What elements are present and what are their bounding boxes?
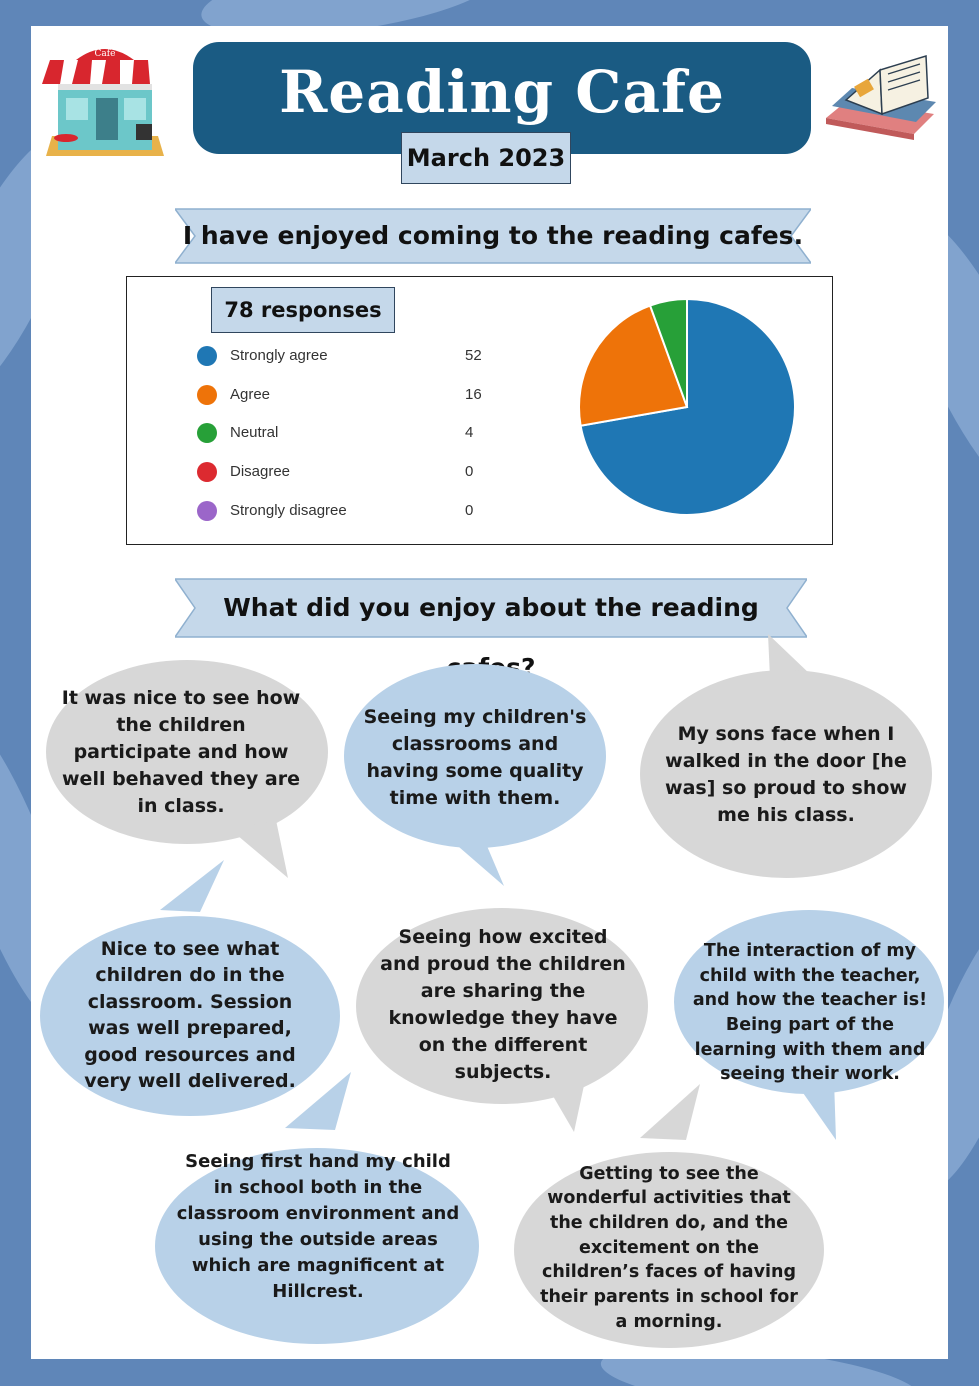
legend-swatch (197, 346, 217, 366)
legend-value: 0 (465, 463, 474, 481)
legend-value: 0 (465, 501, 474, 519)
question1-banner: I have enjoyed coming to the reading caf… (175, 208, 811, 264)
legend-item: Neutral 4 (197, 422, 497, 446)
legend-swatch (197, 384, 217, 405)
comment-bubble-3: My sons face when I walked in the door [… (640, 630, 932, 880)
comment-text: Seeing first hand my child in school bot… (176, 1151, 460, 1302)
open-book-stack-icon (822, 48, 940, 142)
question2-banner: What did you enjoy about the reading caf… (175, 578, 807, 682)
comment-text: Seeing how excited and proud the childre… (380, 926, 626, 1083)
comment-bubble-4: Nice to see what children do in the clas… (40, 858, 340, 1118)
question1-text: I have enjoyed coming to the reading caf… (182, 221, 804, 250)
legend-item: Strongly agree 52 (197, 345, 497, 369)
legend-swatch (197, 462, 217, 483)
legend-item: Disagree 0 (197, 461, 497, 485)
pie-chart-panel: 78 responses Strongly agree 52 Agree 16 Neut… (126, 276, 833, 545)
legend-label: Strongly agree (230, 347, 328, 364)
comment-bubble-2: Seeing my children's classrooms and havi… (344, 664, 606, 890)
comment-bubble-7: Seeing first hand my child in school bot… (155, 1070, 480, 1345)
svg-text:Cafe: Cafe (95, 49, 116, 59)
legend-item: Agree 16 (197, 384, 497, 408)
legend-swatch (197, 500, 217, 521)
responses-count: 78 responses (211, 287, 395, 333)
comment-text: Seeing my children's classrooms and havi… (363, 706, 587, 809)
comment-text: Getting to see the wonderful activities … (540, 1163, 798, 1332)
legend-value: 52 (465, 347, 482, 364)
legend-label: Neutral (230, 424, 279, 442)
comment-bubble-6: The interaction of my child with the tea… (674, 910, 944, 1142)
comment-text: The interaction of my child with the tea… (692, 940, 928, 1085)
legend-value: 4 (465, 424, 474, 442)
legend-value: 16 (465, 385, 482, 403)
legend-label: Agree (230, 385, 271, 403)
pie-slice-neutral (648, 297, 688, 408)
comment-text: My sons face when I walked in the door [… (665, 723, 907, 826)
comment-text: It was nice to see how the children part… (61, 686, 301, 817)
legend-item: Strongly disagree 0 (197, 500, 497, 524)
cafe-storefront-icon: Cafe (36, 40, 174, 158)
comment-text: Nice to see what children do in the clas… (84, 937, 296, 1093)
legend-swatch (197, 423, 217, 444)
legend-label: Disagree (230, 463, 291, 481)
legend-label: Strongly disagree (230, 501, 347, 519)
comment-bubble-8: Getting to see the wonderful activities … (514, 1080, 824, 1350)
pie-chart (578, 297, 796, 516)
date-label: March 2023 (401, 132, 571, 184)
comment-bubble-1: It was nice to see how the children part… (46, 660, 330, 880)
comment-bubble-5: Seeing how excited and proud the childre… (356, 908, 648, 1134)
